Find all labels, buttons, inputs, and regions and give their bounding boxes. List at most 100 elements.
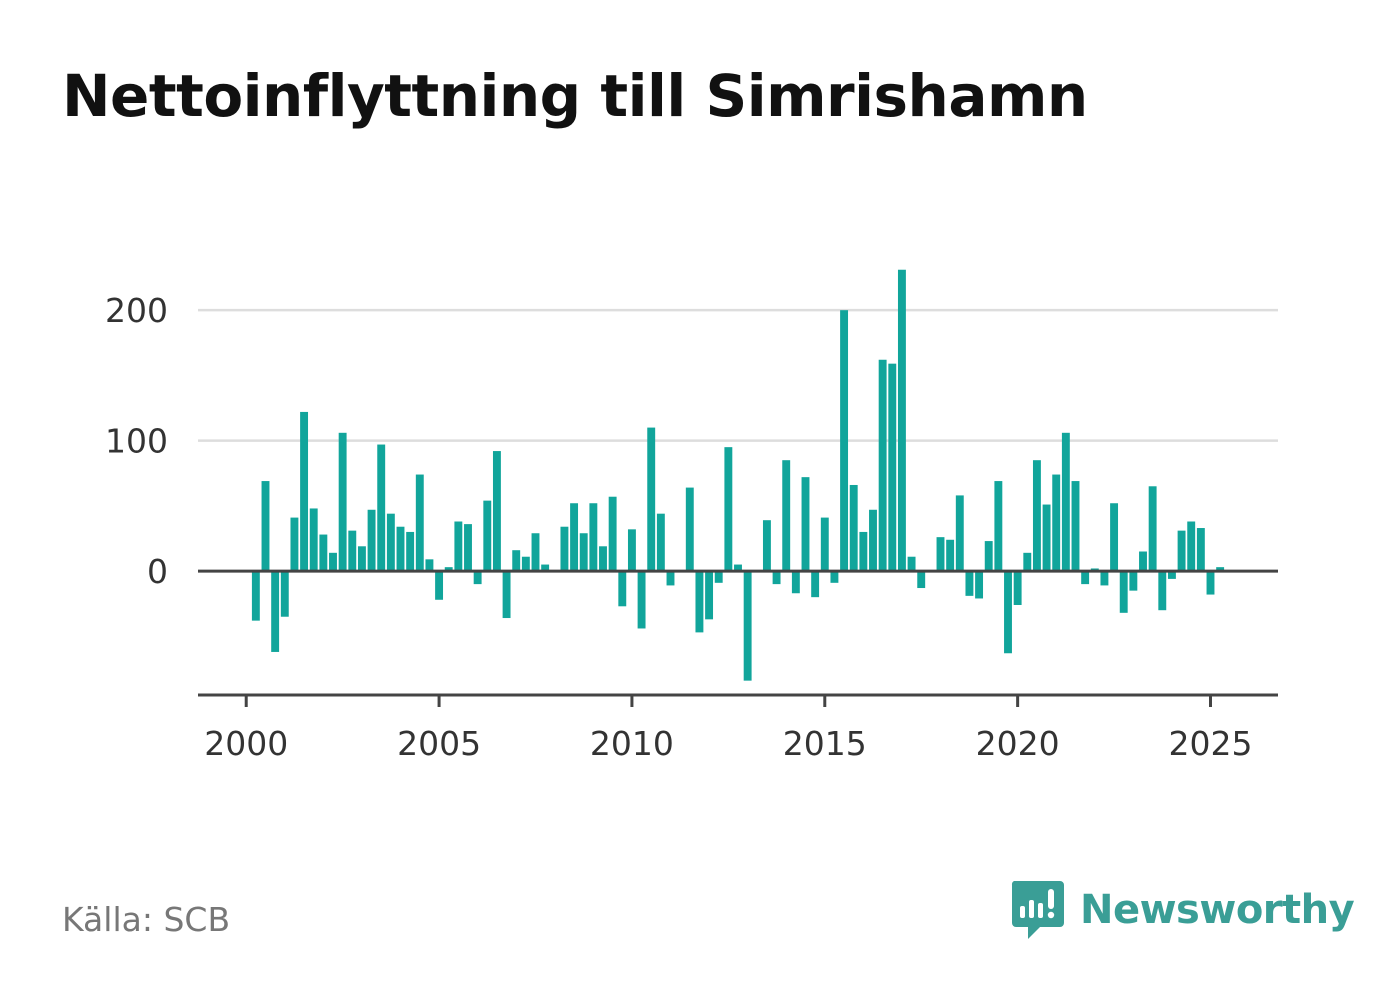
- bar: [791, 571, 800, 594]
- bar: [869, 509, 877, 572]
- bar: [1032, 460, 1041, 572]
- bar: [1052, 474, 1061, 572]
- bar: [570, 503, 579, 572]
- bar: [251, 571, 260, 621]
- bar: [473, 571, 482, 585]
- bar: [1061, 432, 1070, 572]
- chart-title: Nettoinflyttning till Simrishamn: [62, 62, 1088, 130]
- bar: [830, 571, 839, 583]
- bar: [1196, 528, 1205, 572]
- bar: [1081, 571, 1090, 585]
- bar: [618, 571, 627, 607]
- bar: [415, 474, 424, 572]
- y-tick-label: 100: [105, 422, 168, 461]
- bar: [396, 526, 405, 572]
- bar: [888, 363, 897, 572]
- bar: [589, 503, 598, 572]
- bar: [406, 531, 415, 572]
- bar: [801, 477, 810, 572]
- bar: [1177, 530, 1186, 572]
- y-tick-label: 200: [105, 291, 168, 330]
- bar: [386, 513, 395, 572]
- bar: [656, 513, 665, 572]
- bar: [936, 537, 945, 572]
- bar: [579, 533, 588, 572]
- brand-logo[interactable]: Newsworthy: [1010, 878, 1355, 942]
- bar: [984, 541, 993, 572]
- bar: [820, 517, 829, 572]
- bar: [849, 484, 858, 572]
- x-tick-label: 2020: [976, 724, 1060, 763]
- bar: [280, 571, 289, 617]
- x-tick-label: 2005: [397, 724, 481, 763]
- bar: [955, 495, 964, 572]
- bar: [1158, 571, 1167, 611]
- bar: [811, 571, 820, 598]
- bar: [1004, 571, 1012, 654]
- bar: [483, 500, 492, 572]
- bar: [425, 559, 434, 572]
- bar: [705, 571, 714, 620]
- bar: [859, 531, 868, 572]
- bar: [599, 546, 607, 572]
- gridlines: [198, 308, 1278, 442]
- bar: [627, 529, 636, 572]
- bar: [560, 526, 569, 572]
- bar: [1023, 552, 1032, 572]
- bar: [309, 508, 318, 572]
- tick-labels: 2000 2005 2010 2015 2020 2025 0 100 200: [105, 291, 1252, 763]
- bar: [782, 460, 791, 572]
- x-tick-label: 2015: [783, 724, 867, 763]
- bar: [1119, 571, 1128, 613]
- bar: [531, 533, 540, 572]
- bar: [1187, 521, 1196, 572]
- x-tick-label: 2010: [590, 724, 674, 763]
- bar: [1100, 571, 1109, 586]
- x-tick-label: 2000: [204, 724, 288, 763]
- bar: [1013, 571, 1022, 605]
- axes: [198, 569, 1278, 707]
- bar: [685, 487, 694, 572]
- bar: [300, 411, 309, 572]
- brand-name: Newsworthy: [1080, 887, 1355, 933]
- bar: [492, 451, 501, 572]
- bar: [261, 481, 270, 572]
- bar: [917, 571, 926, 589]
- bar: [1139, 551, 1147, 572]
- bar: [444, 567, 453, 572]
- bar: [1148, 486, 1157, 572]
- bar: [666, 571, 675, 586]
- bar: [454, 521, 463, 572]
- bar: [329, 552, 337, 572]
- bar: [608, 496, 617, 572]
- bar: [714, 571, 723, 583]
- bar: [512, 550, 521, 572]
- bar: [367, 509, 376, 572]
- bar: [1167, 571, 1176, 579]
- bar: [1129, 571, 1138, 591]
- bar: [637, 571, 646, 629]
- bar: [1110, 503, 1119, 572]
- bar: [1206, 571, 1215, 595]
- bar: [695, 571, 704, 633]
- bar: [1216, 567, 1225, 572]
- bar: [319, 534, 328, 572]
- bar: [840, 310, 849, 572]
- bar: [290, 517, 299, 572]
- bar: [435, 571, 444, 600]
- bar: [348, 530, 357, 572]
- bar: [946, 539, 955, 572]
- bar: [907, 556, 916, 572]
- bar: [377, 444, 386, 572]
- x-tick-label: 2025: [1169, 724, 1253, 763]
- bar: [994, 481, 1003, 572]
- bar: [271, 571, 280, 652]
- bar: [965, 571, 974, 596]
- bars: [251, 269, 1225, 681]
- bar: [357, 546, 366, 572]
- bar: [975, 571, 984, 599]
- source-note: Källa: SCB: [62, 900, 231, 939]
- bar: [734, 564, 742, 572]
- bar: [772, 571, 781, 585]
